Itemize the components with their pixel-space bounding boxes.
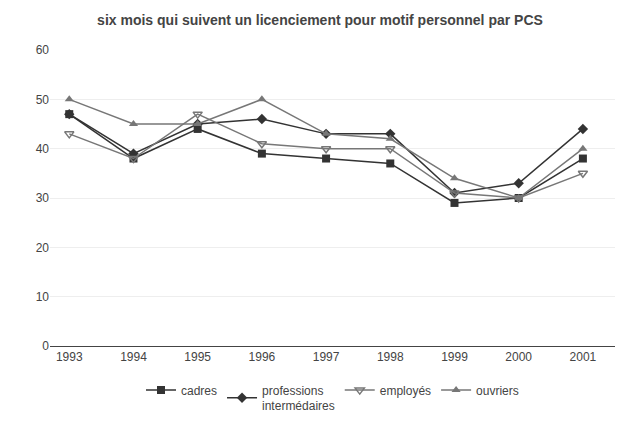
svg-text:1998: 1998 (377, 350, 404, 364)
svg-text:0: 0 (42, 339, 49, 353)
svg-text:six mois qui suivent un licenc: six mois qui suivent un licenciement pou… (97, 12, 543, 28)
svg-text:employés: employés (380, 384, 431, 398)
svg-text:1995: 1995 (184, 350, 211, 364)
svg-text:50: 50 (36, 93, 50, 107)
svg-text:1997: 1997 (313, 350, 340, 364)
svg-text:1994: 1994 (120, 350, 147, 364)
svg-text:30: 30 (36, 191, 50, 205)
svg-text:10: 10 (36, 290, 50, 304)
svg-text:20: 20 (36, 241, 50, 255)
svg-text:60: 60 (36, 43, 50, 57)
svg-text:2000: 2000 (505, 350, 532, 364)
svg-text:1999: 1999 (441, 350, 468, 364)
svg-text:2001: 2001 (570, 350, 597, 364)
svg-text:1996: 1996 (249, 350, 276, 364)
svg-text:1993: 1993 (56, 350, 83, 364)
svg-text:40: 40 (36, 142, 50, 156)
svg-text:professionsintermédaires: professionsintermédaires (262, 384, 335, 414)
svg-text:cadres: cadres (181, 384, 217, 398)
svg-text:ouvriers: ouvriers (476, 384, 519, 398)
